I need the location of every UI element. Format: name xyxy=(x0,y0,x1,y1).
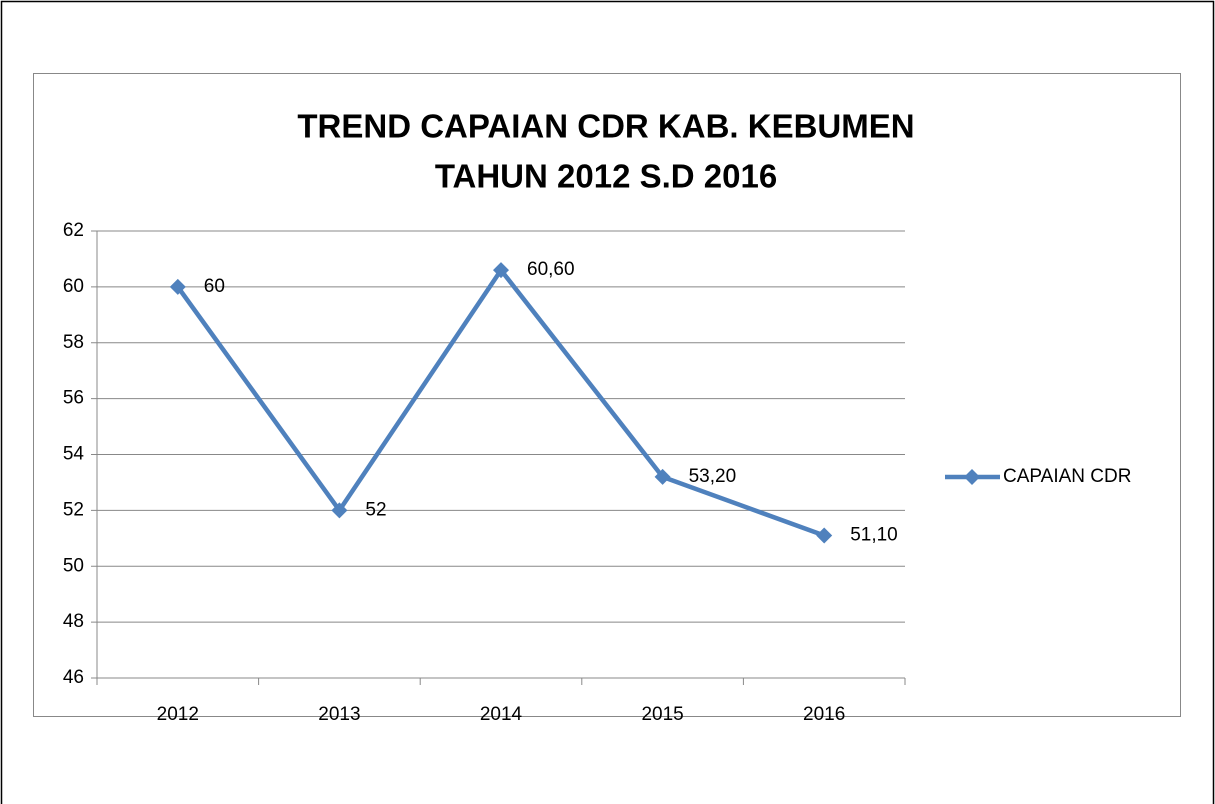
x-tick-label: 2013 xyxy=(318,704,360,725)
data-label: 53,20 xyxy=(689,466,737,487)
x-tick-label: 2012 xyxy=(157,704,199,725)
y-tick-label: 48 xyxy=(63,611,84,632)
x-tick-label: 2014 xyxy=(480,704,523,725)
y-tick-label: 60 xyxy=(63,276,84,297)
y-tick-label: 58 xyxy=(63,332,84,353)
data-point xyxy=(654,468,671,485)
legend-marker xyxy=(964,469,980,485)
data-point xyxy=(169,278,186,295)
data-point xyxy=(816,527,833,544)
chart-frame xyxy=(33,73,1181,717)
series-line xyxy=(175,267,825,538)
x-tick-label: 2016 xyxy=(803,704,845,725)
data-point xyxy=(331,502,348,519)
y-tick-label: 62 xyxy=(63,220,84,241)
data-label: 52 xyxy=(365,499,386,520)
y-tick-label: 50 xyxy=(63,555,84,576)
y-tick-label: 56 xyxy=(63,388,84,409)
chart-title: TAHUN 2012 S.D 2016 xyxy=(435,158,777,195)
data-label: 60,60 xyxy=(527,259,575,280)
data-point xyxy=(493,262,509,279)
chart-title: TREND CAPAIAN CDR KAB. KEBUMEN xyxy=(297,108,914,145)
y-tick-label: 54 xyxy=(63,444,85,465)
y-tick-label: 46 xyxy=(63,667,84,688)
x-tick-label: 2015 xyxy=(641,704,683,725)
y-tick-label: 52 xyxy=(63,499,84,520)
data-label: 60 xyxy=(204,276,225,297)
data-label: 51,10 xyxy=(850,525,898,546)
legend-label: CAPAIAN CDR xyxy=(1003,466,1131,487)
